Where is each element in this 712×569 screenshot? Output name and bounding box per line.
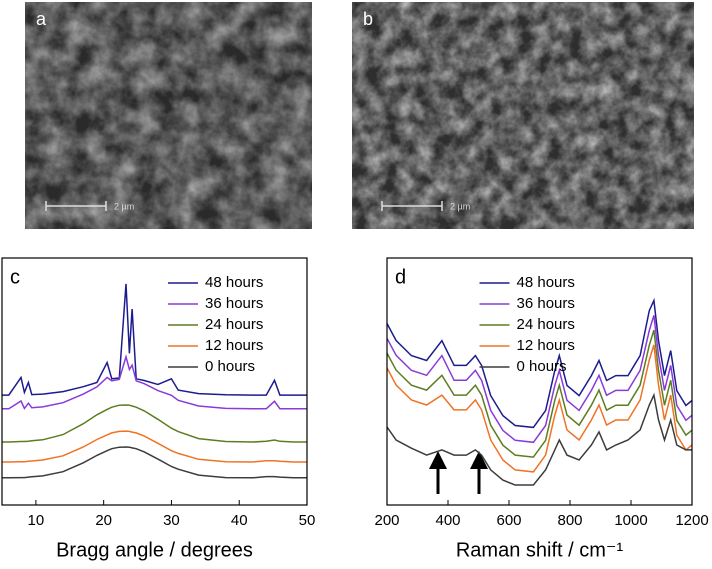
sem-image-a: a 2 µm — [25, 2, 312, 229]
legend-label: 24 hours — [205, 316, 263, 333]
x-tick-label: 20 — [95, 512, 112, 529]
series-line — [386, 297, 693, 429]
x-tick-label: 30 — [163, 512, 180, 529]
legend-label: 48 hours — [517, 274, 575, 291]
x-tick-label: 40 — [231, 512, 248, 529]
panel-label: d — [395, 266, 406, 288]
x-tick-label: 10 — [28, 512, 45, 529]
series-line — [2, 404, 307, 443]
x-tick-label: 50 — [299, 512, 316, 529]
series-line — [386, 329, 693, 458]
series-line — [2, 354, 307, 410]
panel-label: c — [10, 266, 20, 288]
series-line — [2, 446, 307, 479]
x-tick-label: 400 — [435, 512, 460, 529]
x-tick-label: 800 — [557, 512, 582, 529]
x-axis-label: Bragg angle / degrees — [56, 539, 253, 561]
x-axis-label: Raman shift / cm⁻¹ — [456, 539, 624, 561]
series-line — [2, 283, 307, 396]
legend-label: 12 hours — [517, 337, 575, 354]
series-line — [386, 392, 692, 486]
legend-label: 0 hours — [517, 358, 567, 375]
legend-label: 12 hours — [205, 337, 263, 354]
legend-label: 0 hours — [205, 358, 255, 375]
scale-bar-label: 2 µm — [114, 201, 134, 211]
x-tick-label: 1200 — [675, 512, 708, 529]
scale-bar-label: 2 µm — [450, 201, 470, 211]
series-line — [386, 344, 693, 473]
series-line — [2, 430, 307, 463]
series-line — [386, 315, 693, 444]
legend-label: 24 hours — [517, 316, 575, 333]
panel-label: a — [36, 9, 47, 29]
panel-label: b — [363, 9, 373, 29]
legend-label: 36 hours — [205, 295, 263, 312]
x-tick-label: 1000 — [614, 512, 647, 529]
plot-frame — [386, 257, 693, 506]
plot-frame — [1, 257, 308, 506]
x-tick-label: 200 — [374, 512, 399, 529]
x-tick-label: 600 — [496, 512, 521, 529]
sem-image-b: b 2 µm — [352, 2, 694, 229]
raman-arrows — [429, 451, 488, 494]
legend-label: 48 hours — [205, 274, 263, 291]
legend-label: 36 hours — [517, 295, 575, 312]
